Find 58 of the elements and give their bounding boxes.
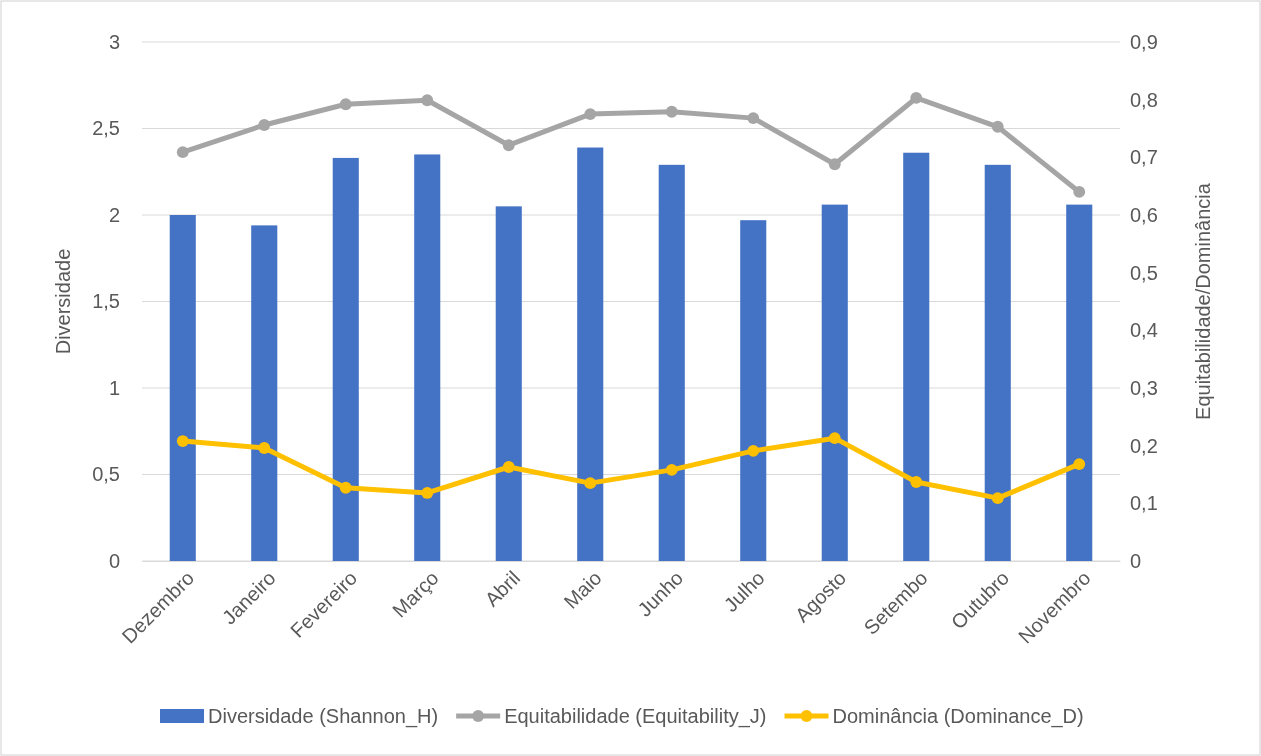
y-tick-label: 1 bbox=[108, 376, 120, 399]
legend-label: Equitabilidade (Equitability_J) bbox=[504, 705, 767, 728]
y2-axis-title: Equitabilidade/Dominância bbox=[1192, 182, 1214, 420]
point bbox=[502, 461, 515, 473]
point bbox=[1073, 186, 1086, 198]
bar bbox=[984, 164, 1011, 561]
point bbox=[910, 476, 923, 488]
point bbox=[991, 120, 1004, 133]
bar bbox=[332, 157, 359, 561]
point bbox=[339, 98, 352, 111]
point bbox=[584, 477, 597, 490]
bar bbox=[1066, 204, 1093, 561]
y-tick-label: 3 bbox=[108, 30, 120, 53]
point bbox=[665, 463, 678, 476]
y-tick-label: 2 bbox=[108, 203, 120, 226]
point bbox=[421, 94, 434, 107]
y2-tick-label: 0,8 bbox=[1130, 88, 1158, 111]
point bbox=[258, 119, 271, 131]
point bbox=[665, 105, 678, 118]
legend-label: Dominância (Dominance_D) bbox=[832, 705, 1084, 728]
point bbox=[176, 435, 189, 447]
point bbox=[502, 139, 515, 152]
point bbox=[910, 92, 923, 104]
y2-tick-label: 0,6 bbox=[1130, 203, 1158, 226]
point bbox=[828, 432, 841, 445]
y-tick-label: 2,5 bbox=[92, 117, 120, 140]
y2-tick-label: 0,1 bbox=[1130, 492, 1158, 515]
bar bbox=[903, 152, 930, 561]
y-tick-label: 0 bbox=[108, 549, 120, 572]
bar bbox=[577, 147, 604, 561]
y2-tick-label: 0 bbox=[1130, 549, 1142, 572]
y-tick-label: 1,5 bbox=[92, 290, 120, 313]
point bbox=[584, 108, 597, 120]
point bbox=[421, 487, 434, 499]
y2-tick-label: 0,5 bbox=[1130, 261, 1158, 284]
legend-label: Diversidade (Shannon_H) bbox=[208, 705, 439, 728]
y-tick-label: 0,5 bbox=[92, 463, 120, 486]
point bbox=[828, 158, 841, 171]
bar bbox=[169, 215, 196, 561]
bar bbox=[251, 225, 278, 561]
bar bbox=[414, 154, 441, 561]
point bbox=[747, 444, 760, 457]
y2-tick-label: 0,3 bbox=[1130, 376, 1158, 399]
bar bbox=[821, 204, 848, 561]
point bbox=[1073, 458, 1086, 471]
y2-tick-label: 0,2 bbox=[1130, 434, 1158, 457]
bar bbox=[495, 206, 522, 561]
point bbox=[176, 146, 189, 159]
y-axis-title: Diversidade bbox=[52, 248, 74, 355]
y2-tick-label: 0,4 bbox=[1130, 319, 1158, 342]
bar bbox=[658, 164, 685, 561]
point bbox=[258, 442, 271, 454]
y2-tick-label: 0,9 bbox=[1130, 30, 1158, 53]
bar bbox=[740, 220, 767, 561]
point bbox=[339, 481, 352, 494]
y2-tick-label: 0,7 bbox=[1130, 146, 1158, 169]
point bbox=[747, 112, 760, 125]
point bbox=[991, 492, 1004, 505]
